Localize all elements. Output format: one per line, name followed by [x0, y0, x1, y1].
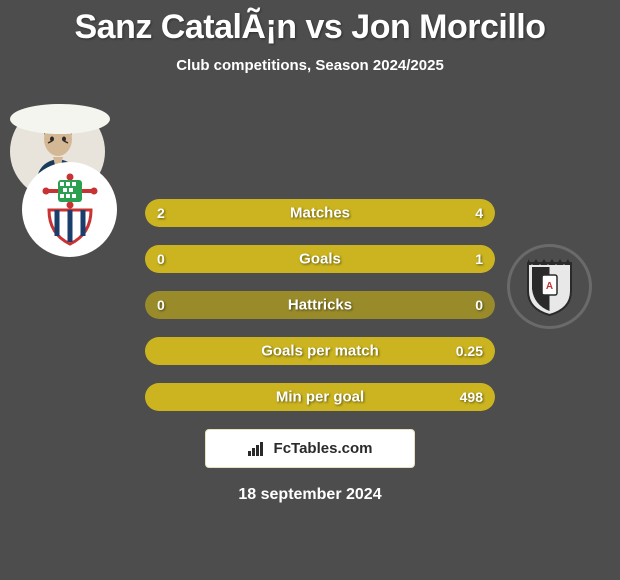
- club-right-badge: A: [507, 244, 592, 329]
- svg-text:A: A: [546, 281, 553, 292]
- stat-row: 2 Matches 4: [145, 199, 495, 227]
- stat-value-right: 1: [475, 251, 483, 267]
- club-right-crest-icon: A: [522, 257, 577, 317]
- stat-value-left: 0: [157, 251, 165, 267]
- stat-label: Hattricks: [288, 297, 352, 314]
- bar-chart-icon: [248, 442, 266, 456]
- stat-label: Goals per match: [261, 343, 379, 360]
- stat-row: Goals per match 0.25: [145, 337, 495, 365]
- stat-label: Goals: [299, 251, 341, 268]
- comparison-subtitle: Club competitions, Season 2024/2025: [0, 57, 620, 74]
- comparison-title: Sanz CatalÃ¡n vs Jon Morcillo: [0, 0, 620, 47]
- stat-row: Min per goal 498: [145, 383, 495, 411]
- player-left-photo: [10, 104, 110, 134]
- stat-label: Min per goal: [276, 389, 364, 406]
- stat-value-left: 0: [157, 297, 165, 313]
- main-comparison-area: A 2 Matches 4 0 Goals 1 0 Hattricks 0 Goals per m…: [0, 104, 620, 411]
- stat-value-right: 0: [475, 297, 483, 313]
- stats-container: 2 Matches 4 0 Goals 1 0 Hattricks 0 Goals per mat…: [145, 199, 495, 411]
- stat-row: 0 Hattricks 0: [145, 291, 495, 319]
- club-left-crest-icon: [35, 172, 105, 247]
- stat-value-right: 498: [460, 389, 483, 405]
- stat-value-left: 2: [157, 205, 165, 221]
- watermark-badge: FcTables.com: [205, 429, 415, 468]
- club-left-badge: [22, 162, 117, 257]
- stat-row: 0 Goals 1: [145, 245, 495, 273]
- stat-value-right: 0.25: [456, 343, 483, 359]
- snapshot-date: 18 september 2024: [0, 486, 620, 504]
- stat-label: Matches: [290, 205, 350, 222]
- stat-value-right: 4: [475, 205, 483, 221]
- watermark-text: FcTables.com: [274, 440, 373, 457]
